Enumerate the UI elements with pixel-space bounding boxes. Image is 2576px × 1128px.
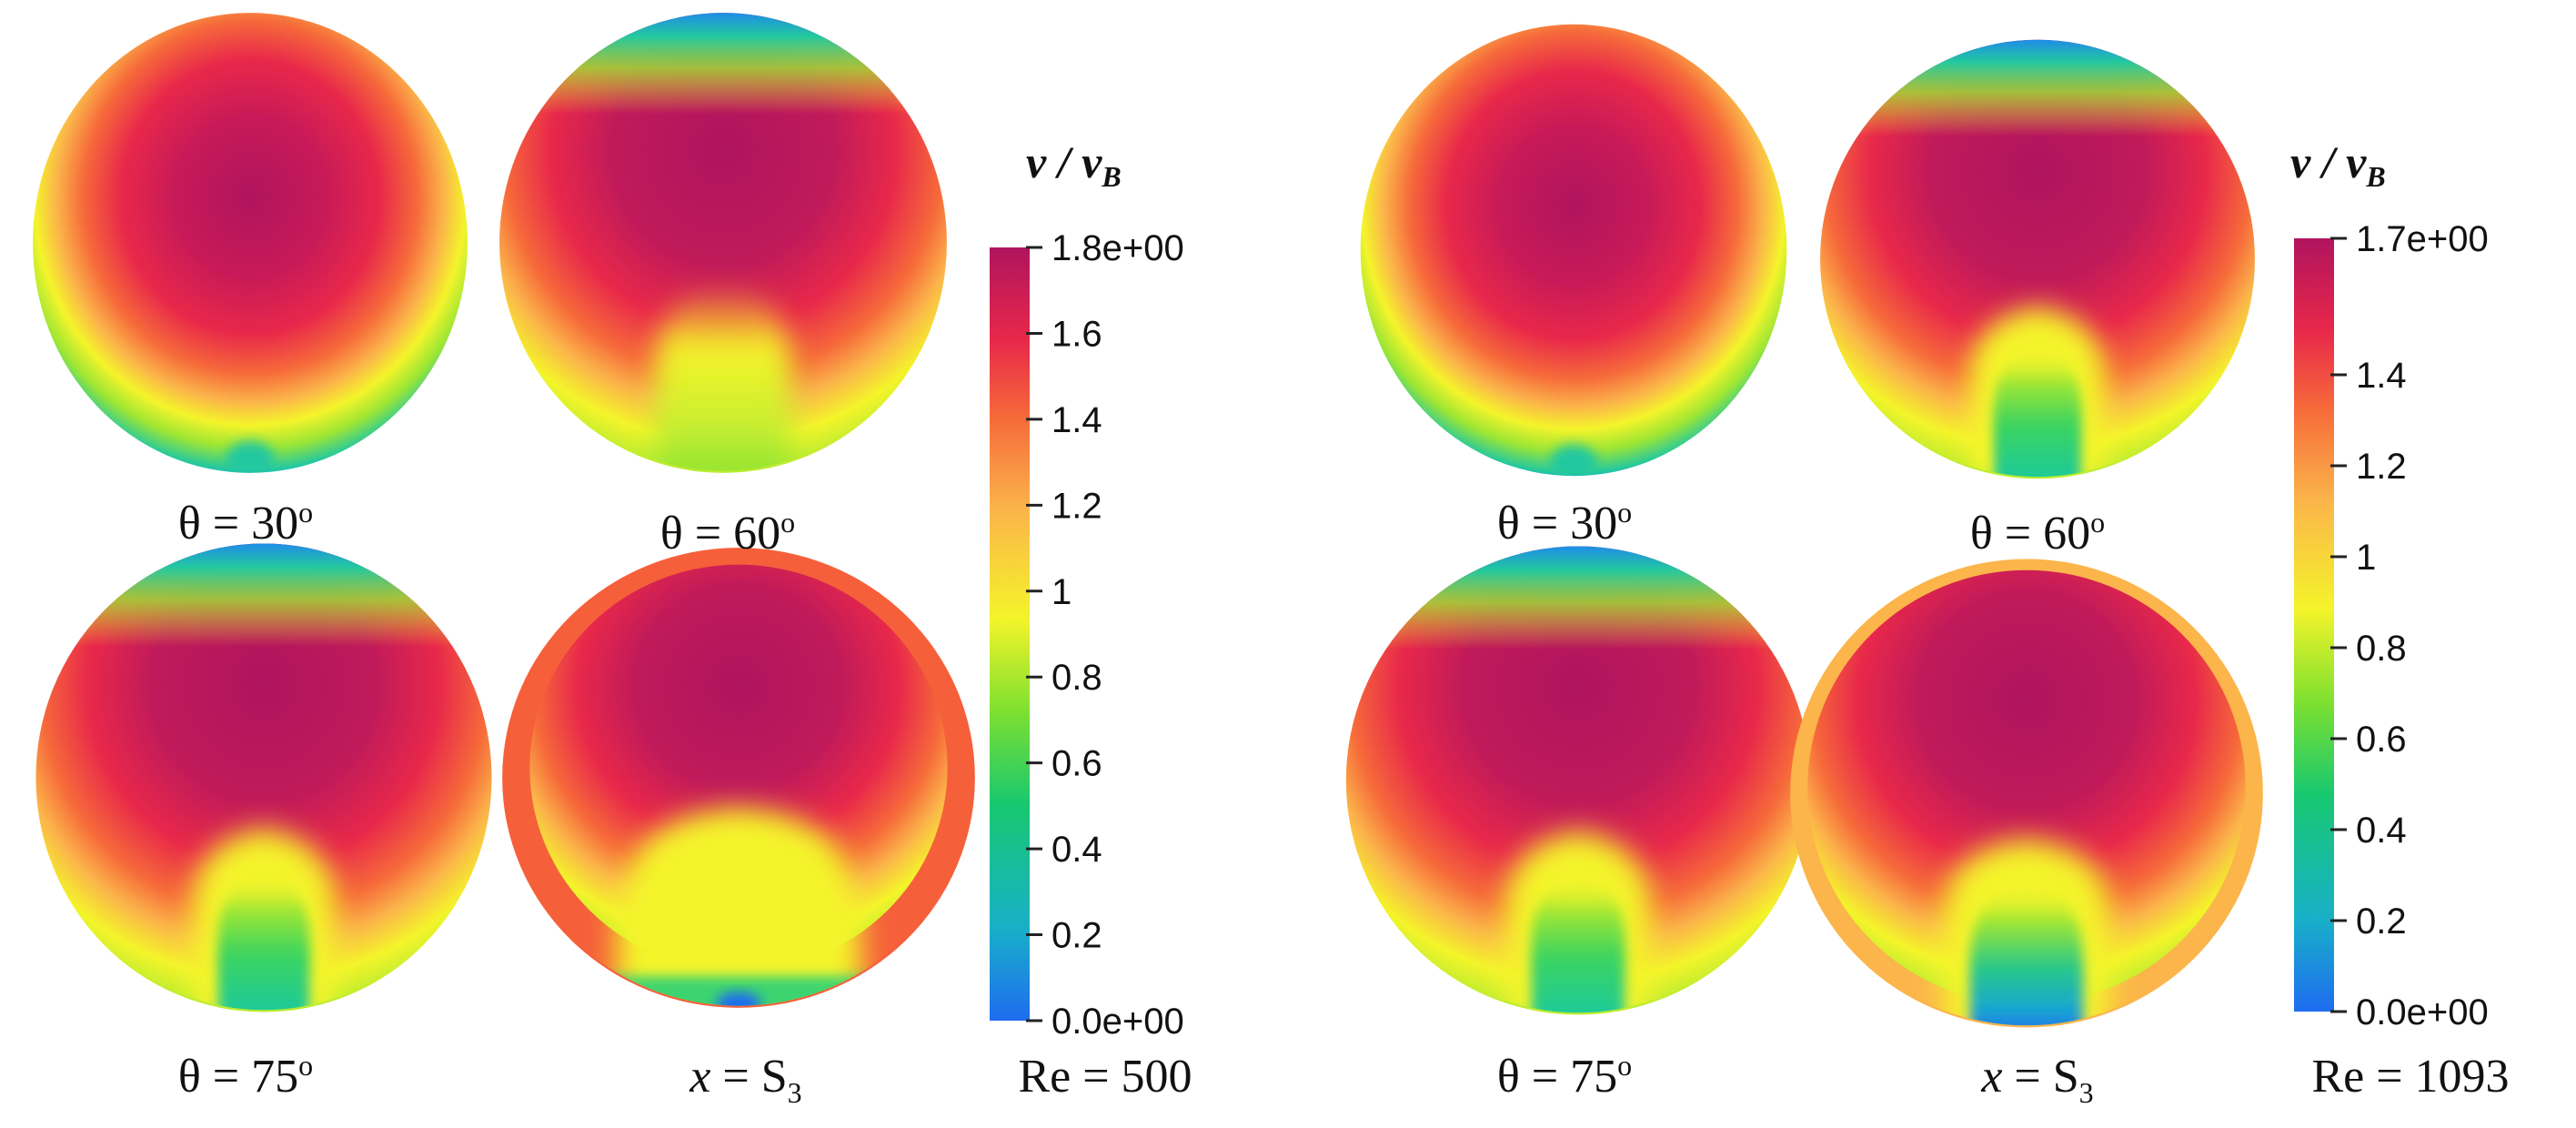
colorbar-tick-label: 1.6 [1052,314,1102,354]
colorbar-tick-label: 1.4 [1052,400,1102,440]
colorbar-min-label: 0.0e+00 [1052,1002,1184,1042]
contour-theta-60 [499,13,947,480]
colorbar-tick-label: 0.6 [1052,744,1102,784]
label-theta-60: θ = 60o [1970,506,2105,559]
colorbar-tick-label: 0.6 [2356,720,2407,760]
colorbar: v / vB 1.6 1.4 1.2 1 0.8 0.6 0.4 0.2 1.8e+00 0.… [990,136,1184,1042]
colorbar-tick-label: 0.4 [1052,830,1102,870]
colorbar-scale [990,247,1030,1021]
contour-x-s3 [1790,559,2263,1028]
reynolds-label: Re = 500 [1018,1051,1192,1103]
label-theta-75: θ = 75o [1497,1049,1632,1103]
reynolds-label: Re = 1093 [2311,1051,2509,1103]
colorbar-tick-label: 0.8 [2356,629,2407,669]
colorbar-min-label: 0.0e+00 [2356,992,2489,1032]
colorbar-tick-label: 0.4 [2356,811,2407,851]
colorbar-max-label: 1.7e+00 [2356,219,2489,259]
colorbar-tick-label: 1 [1052,572,1072,612]
colorbar-tick-label: 0.8 [1052,658,1102,698]
label-x-s3: x = S3 [689,1051,801,1109]
label-theta-60: θ = 60o [660,506,795,559]
label-theta-30: θ = 30o [1497,496,1632,549]
colorbar-tick-label: 0.2 [1052,916,1102,956]
colorbar-tick-label: 1 [2356,538,2376,578]
colorbar-title: v / vB [2290,136,2386,193]
colorbar-scale [2294,238,2334,1012]
colorbar: v / vB 1.4 1.2 1 0.8 0.6 0.4 0.2 1.7e+00 0.0e+… [2290,136,2489,1032]
label-theta-30: θ = 30o [178,496,313,549]
label-x-s3: x = S3 [1980,1051,2093,1109]
colorbar-tick-label: 1.2 [2356,447,2407,487]
contour-theta-30 [1361,25,1787,480]
colorbar-tick-label: 1.4 [2356,356,2407,396]
colorbar-max-label: 1.8e+00 [1052,228,1184,268]
contour-theta-75 [1346,546,1810,1022]
panel-re500: θ = 30o θ = 60o θ = 75o x = S3 v / vB 1.… [33,13,1192,1109]
contour-x-s3 [502,548,975,1008]
colorbar-tick-label: 1.2 [1052,486,1102,526]
colorbar-tick-label: 0.2 [2356,901,2407,942]
label-theta-75: θ = 75o [178,1049,313,1103]
panel-re1093: θ = 30o θ = 60o θ = 75o x = S3 v / vB 1.… [1346,25,2510,1109]
colorbar-title: v / vB [1026,136,1122,193]
contour-theta-60 [1820,40,2255,487]
contour-theta-30 [33,13,468,477]
contour-theta-75 [35,543,491,1020]
